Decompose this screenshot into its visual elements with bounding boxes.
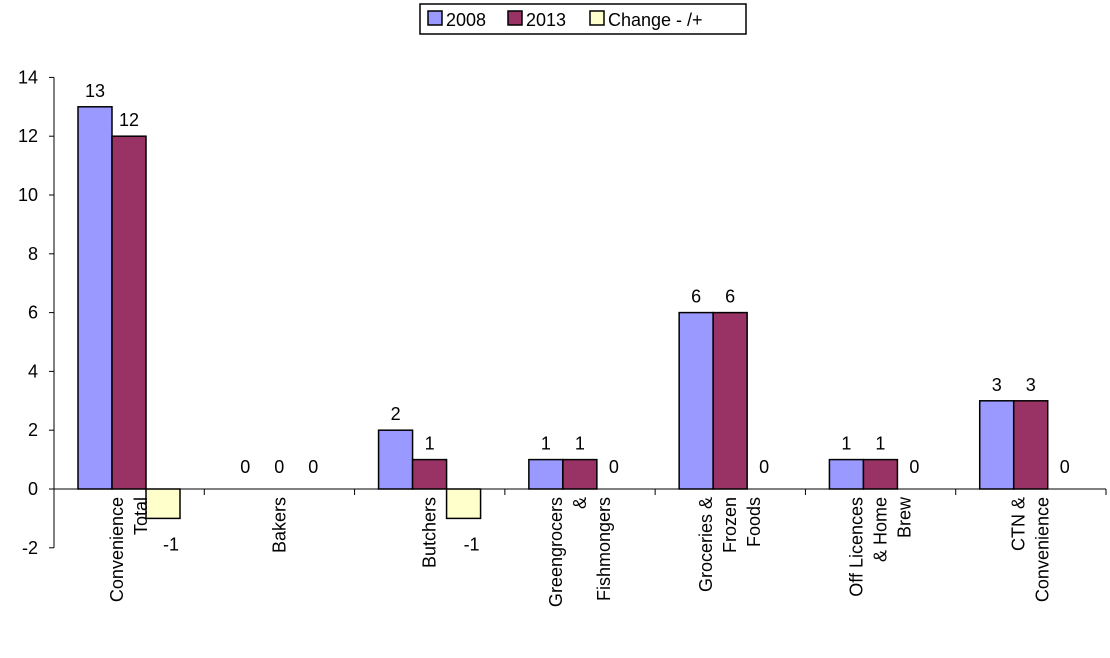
bar-2008 xyxy=(377,429,414,490)
category-label: Total xyxy=(131,497,151,535)
bar-2008 xyxy=(978,400,1015,490)
bar-2013 xyxy=(411,458,448,490)
data-label: 6 xyxy=(691,287,701,307)
data-label: 0 xyxy=(1060,457,1070,477)
category-label: & Home xyxy=(870,497,890,562)
category-label: & xyxy=(570,497,590,509)
data-label: 1 xyxy=(575,434,585,454)
category-label: Brew xyxy=(894,496,914,538)
y-tick-label: 6 xyxy=(28,303,38,323)
bars xyxy=(77,106,1049,520)
data-label: 3 xyxy=(992,375,1002,395)
data-label: 1 xyxy=(541,434,551,454)
bar-2008 xyxy=(678,311,714,490)
bar-change- xyxy=(145,488,181,520)
category-label: Off Licences xyxy=(846,497,866,597)
bar-2013 xyxy=(111,135,147,490)
category-label: Fishmongers xyxy=(594,497,614,601)
bar-2013 xyxy=(562,458,598,490)
bar-2013 xyxy=(1012,400,1049,490)
category-label: Convenience xyxy=(107,497,127,602)
category-label: Foods xyxy=(744,497,764,547)
legend-swatch xyxy=(427,10,443,26)
legend-label: 2013 xyxy=(526,10,566,30)
data-label: 0 xyxy=(759,457,769,477)
data-label: 0 xyxy=(274,457,284,477)
category-label: Groceries & xyxy=(696,497,716,592)
data-label: -1 xyxy=(464,534,480,554)
bar-2008 xyxy=(77,106,113,490)
legend-box xyxy=(419,3,747,35)
data-label: 1 xyxy=(841,434,851,454)
legend-swatch xyxy=(589,10,605,26)
bar-2013 xyxy=(862,458,899,490)
data-label: -1 xyxy=(163,534,179,554)
legend: 2008 2013 Change - /+ xyxy=(419,3,747,35)
data-label: 0 xyxy=(240,457,250,477)
y-tick-label: 12 xyxy=(18,126,38,146)
y-tick-label: -2 xyxy=(22,538,38,558)
y-tick-label: 4 xyxy=(28,361,38,381)
category-labels: Convenience Total Bakers Butchers Greengroce… xyxy=(107,496,1053,607)
y-tick-label: 8 xyxy=(28,244,38,264)
y-tick-label: 10 xyxy=(18,185,38,205)
category-label: Butchers xyxy=(420,497,440,568)
data-label: 0 xyxy=(909,457,919,477)
category-label: Frozen xyxy=(720,497,740,553)
bar-2008 xyxy=(828,458,865,490)
data-label: 3 xyxy=(1026,375,1036,395)
category-label: CTN & xyxy=(1009,497,1029,551)
data-label: 0 xyxy=(609,457,619,477)
data-label: 12 xyxy=(119,110,139,130)
data-label: 6 xyxy=(725,287,735,307)
legend-swatch xyxy=(507,10,523,26)
bar-2013 xyxy=(712,311,748,490)
data-label: 2 xyxy=(391,404,401,424)
data-label: 13 xyxy=(85,81,105,101)
y-tick-label: 2 xyxy=(28,420,38,440)
data-label: 1 xyxy=(875,434,885,454)
data-label: 0 xyxy=(308,457,318,477)
category-label: Bakers xyxy=(269,497,289,553)
category-label: Greengrocers xyxy=(546,497,566,607)
bar-2008 xyxy=(528,458,564,490)
legend-label: 2008 xyxy=(446,10,486,30)
data-label: 1 xyxy=(425,434,435,454)
category-label: Convenience xyxy=(1033,497,1053,602)
y-tick-label: 14 xyxy=(18,67,38,87)
bar-change- xyxy=(445,488,482,520)
legend-label: Change - /+ xyxy=(608,10,703,30)
y-tick-label: 0 xyxy=(28,479,38,499)
